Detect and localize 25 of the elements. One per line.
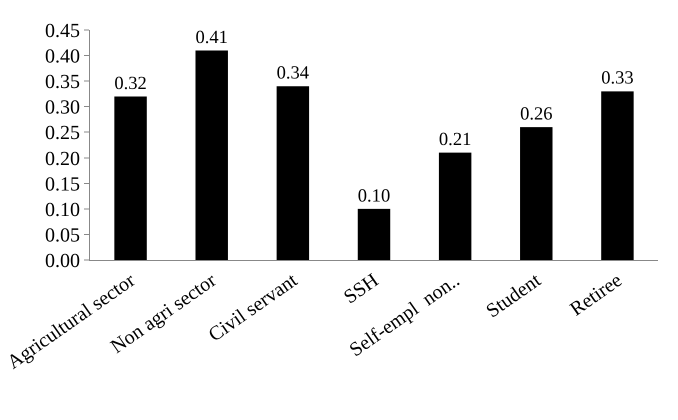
y-tick-label: 0.45 bbox=[45, 20, 80, 42]
bar bbox=[276, 86, 310, 260]
data-label: 0.21 bbox=[438, 129, 472, 150]
x-tick-label: SSH bbox=[340, 269, 383, 308]
y-tick-label: 0.20 bbox=[45, 148, 80, 170]
data-label: 0.26 bbox=[520, 103, 553, 124]
bar bbox=[358, 208, 390, 260]
y-tick-label: 0.00 bbox=[45, 250, 80, 272]
data-label: 0.41 bbox=[195, 26, 228, 48]
data-label: 0.10 bbox=[358, 185, 390, 206]
data-label: 0.34 bbox=[276, 62, 310, 84]
bar bbox=[520, 127, 553, 260]
data-label: 0.33 bbox=[601, 68, 634, 89]
data-label: 0.32 bbox=[114, 72, 147, 94]
bar bbox=[601, 91, 634, 260]
y-tick-label: 0.30 bbox=[45, 96, 80, 119]
y-tick-label: 0.35 bbox=[45, 71, 80, 94]
bar bbox=[195, 50, 228, 260]
y-tick-label: 0.25 bbox=[45, 122, 80, 144]
y-tick-label: 0.05 bbox=[45, 224, 80, 246]
bar bbox=[438, 152, 472, 260]
y-tick-label: 0.40 bbox=[45, 46, 80, 68]
y-tick-label: 0.10 bbox=[45, 198, 80, 221]
bar bbox=[114, 96, 147, 260]
y-tick-label: 0.15 bbox=[45, 173, 80, 196]
